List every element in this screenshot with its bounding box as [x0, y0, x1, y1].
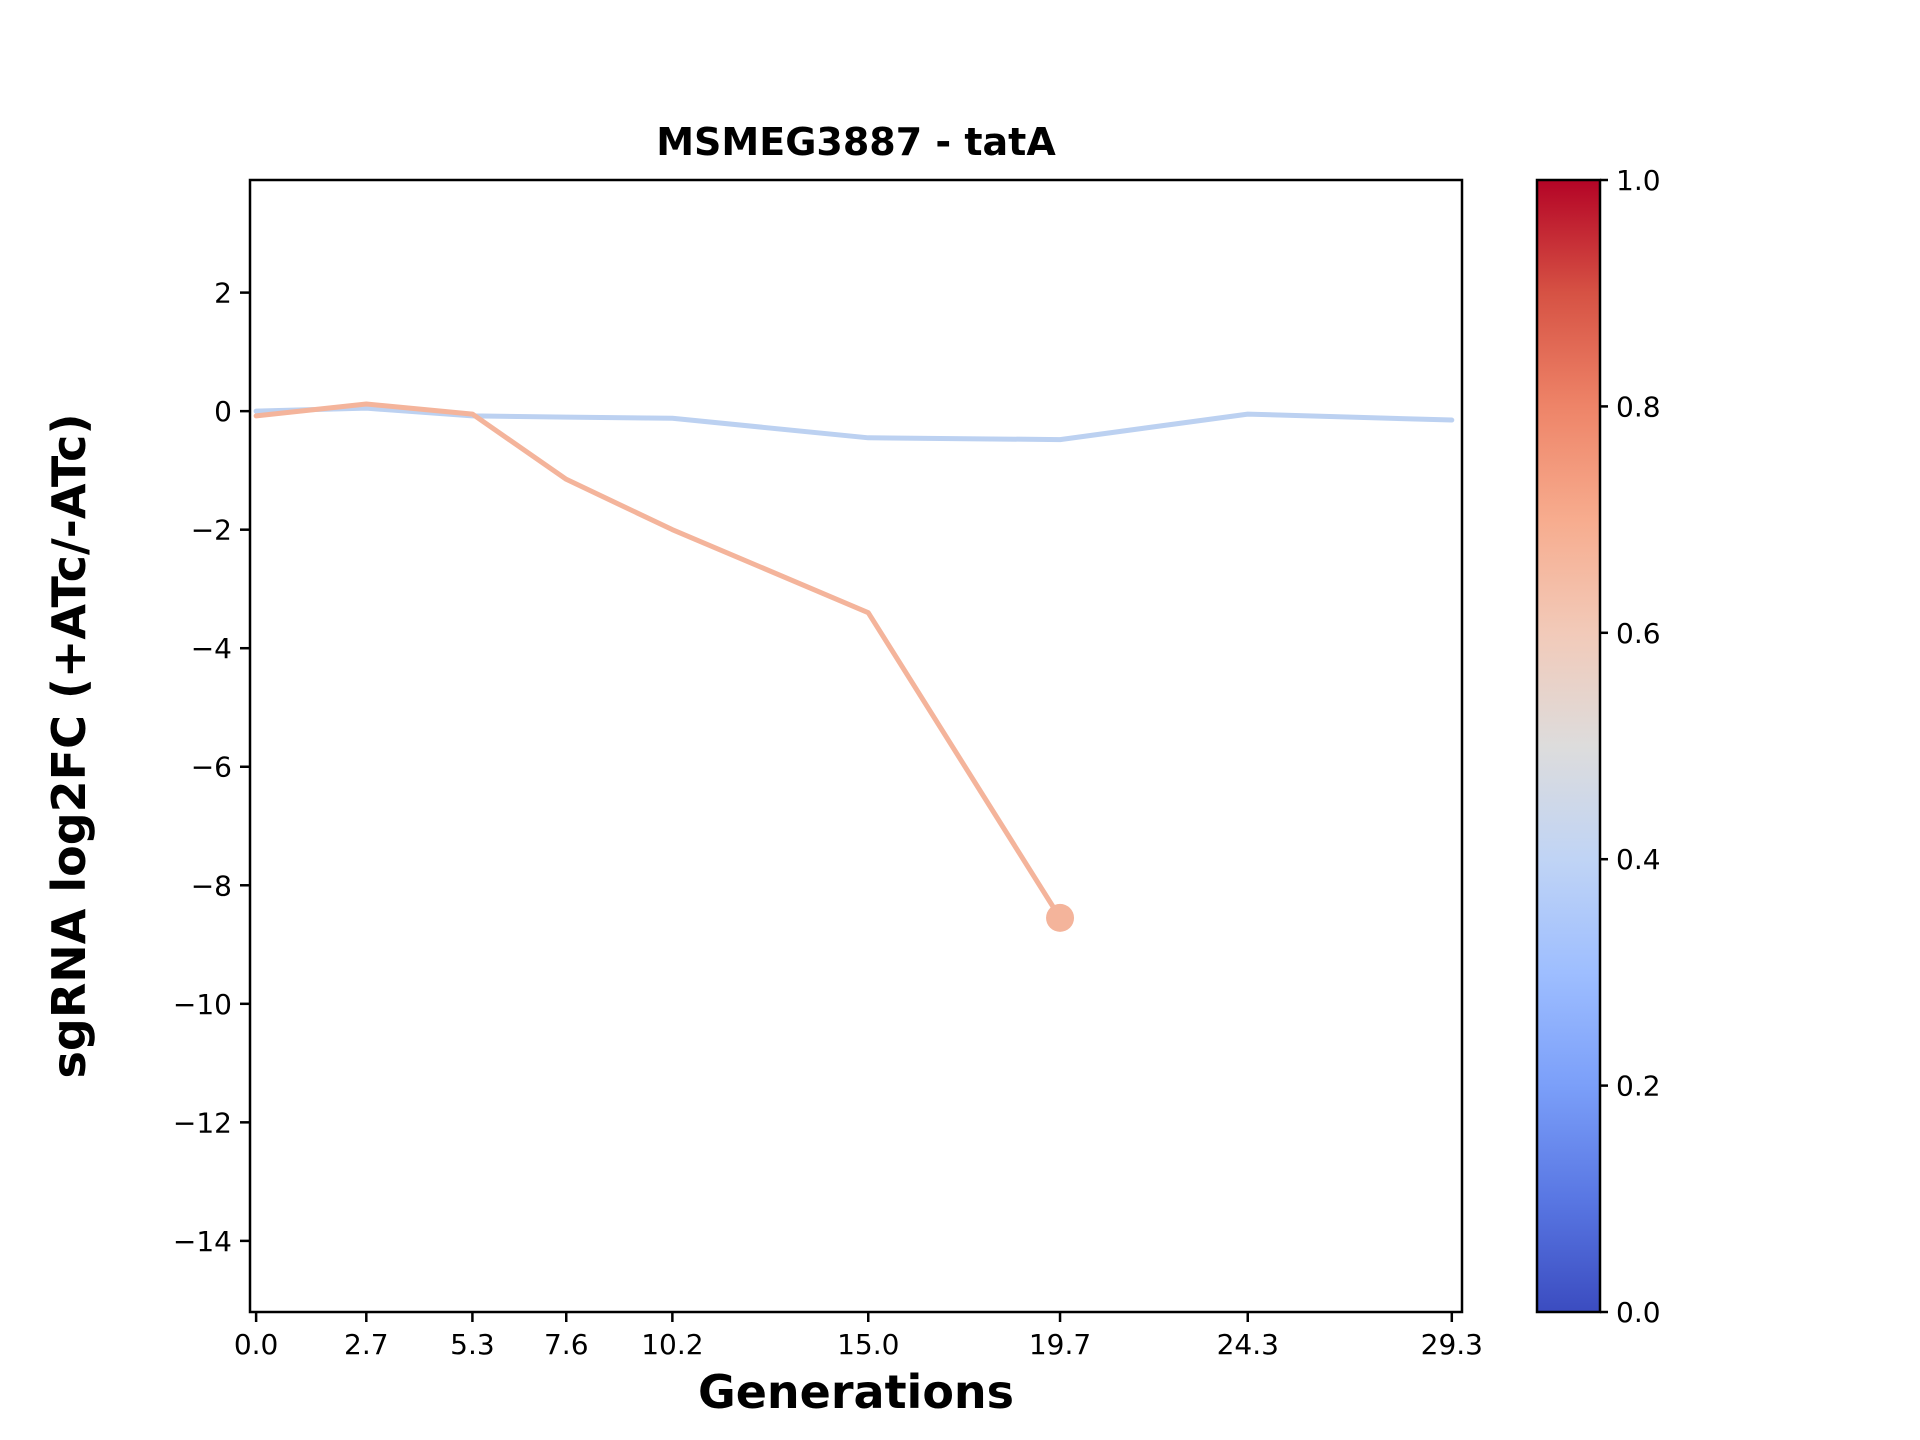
- series-end-marker: [1046, 903, 1075, 932]
- x-tick-label: 0.0: [234, 1328, 279, 1361]
- x-tick-label: 19.7: [1029, 1328, 1091, 1361]
- colorbar-tick-label: 0.0: [1616, 1296, 1661, 1329]
- x-axis-label: Generations: [698, 1365, 1014, 1419]
- x-tick-label: 2.7: [344, 1328, 389, 1361]
- y-tick-label: −14: [173, 1225, 232, 1258]
- colorbar-frame: [1535, 178, 1602, 1314]
- series-line-sgRNA-colormap-0.65: [253, 401, 1063, 921]
- series-line-sgRNA-colormap-0.4: [253, 405, 1455, 443]
- y-tick-label: −12: [173, 1106, 232, 1139]
- colorbar-tick-label: 0.8: [1616, 390, 1661, 423]
- x-tick-label: 29.3: [1421, 1328, 1483, 1361]
- x-tick-label: 5.3: [450, 1328, 495, 1361]
- x-tick-label: 7.6: [544, 1328, 589, 1361]
- x-tick-label: 15.0: [837, 1328, 899, 1361]
- colorbar-tick-label: 0.2: [1616, 1070, 1661, 1103]
- colorbar-tick-label: 1.0: [1616, 164, 1661, 197]
- y-tick-label: −6: [191, 751, 232, 784]
- y-tick-label: −10: [173, 988, 232, 1021]
- colorbar-tick-label: 0.4: [1616, 843, 1661, 876]
- x-tick-label: 24.3: [1217, 1328, 1279, 1361]
- x-tick-label: 10.2: [641, 1328, 703, 1361]
- y-tick-label: 0: [214, 395, 232, 428]
- axes-spines: [248, 178, 1464, 1314]
- y-tick-label: −8: [191, 869, 232, 902]
- chart-title: MSMEG3887 - tatA: [656, 120, 1056, 164]
- colorbar-tick-label: 0.6: [1616, 617, 1661, 650]
- y-tick-label: −4: [191, 632, 232, 665]
- y-tick-label: 2: [214, 277, 232, 310]
- y-axis-label: sgRNA log2FC (+ATc/-ATc): [42, 414, 96, 1079]
- y-tick-label: −2: [191, 514, 232, 547]
- colorbar-gradient: [1537, 180, 1600, 1312]
- chart-layer: 0.0 2.7 5.3 7.6 10.2 15.0 19.7 24.3 29.3 2 0 −2 −4 −6…: [173, 164, 1661, 1361]
